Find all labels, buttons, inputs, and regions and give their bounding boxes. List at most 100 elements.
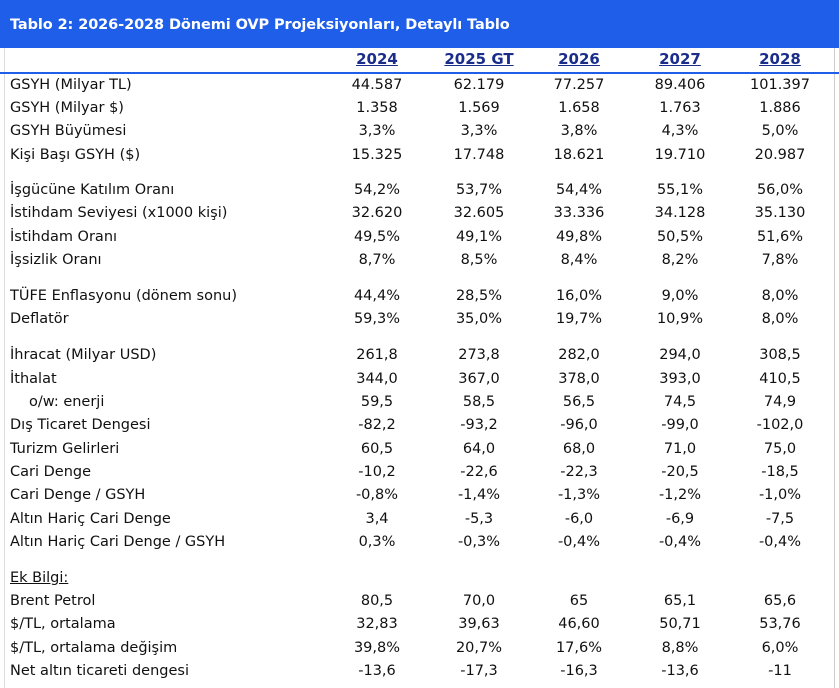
table-cell: -1,0% <box>758 487 802 503</box>
table-cell: 49,5% <box>353 229 401 245</box>
column-header-2027: 2027 <box>659 50 701 68</box>
table-cell: 64,0 <box>462 441 496 457</box>
table-cell: 15.325 <box>351 147 403 163</box>
table-row: Ek Bilgi: <box>0 567 839 589</box>
table-cell: -17,3 <box>460 663 498 679</box>
table-cell: 74,5 <box>663 394 697 410</box>
row-label: Dış Ticaret Dengesi <box>10 417 151 433</box>
table-row: İşsizlik Oranı 8,7% 8,5% 8,4% 8,2% 7,8% <box>0 249 839 271</box>
table-cell: 261,8 <box>356 347 398 363</box>
row-label: Ek Bilgi: <box>10 570 69 586</box>
table-cell: -1,3% <box>557 487 601 503</box>
table-cell: 3,8% <box>560 123 598 139</box>
table-cell: -6,0 <box>564 511 594 527</box>
table-cell: -13,6 <box>358 663 396 679</box>
table-cell: 294,0 <box>659 347 701 363</box>
table-cell: 410,5 <box>759 371 801 387</box>
table-row: İstihdam Seviyesi (x1000 kişi) 32.620 32.6… <box>0 202 839 224</box>
row-label: Cari Denge <box>10 464 92 480</box>
row-label: GSYH Büyümesi <box>10 123 127 139</box>
table-cell: 8,4% <box>560 252 598 268</box>
table-cell: 20.987 <box>754 147 806 163</box>
column-header-2025gt: 2025 GT <box>444 50 514 68</box>
table-cell: -93,2 <box>460 417 498 433</box>
column-header-2024: 2024 <box>356 50 398 68</box>
table-cell: 50,5% <box>656 229 704 245</box>
table-row: GSYH Büyümesi 3,3% 3,3% 3,8% 4,3% 5,0% <box>0 120 839 142</box>
table-cell: 8,0% <box>761 288 799 304</box>
table-cell: 39,63 <box>458 616 500 632</box>
table-row: Altın Hariç Cari Denge 3,4 -5,3 -6,0 -6,9 -7,… <box>0 508 839 530</box>
table-cell: 8,2% <box>661 252 699 268</box>
table-cell: 4,3% <box>661 123 699 139</box>
table-row: $/TL, ortalama değişim 39,8% 20,7% 17,6% 8,8… <box>0 637 839 659</box>
table-cell: 8,8% <box>661 640 699 656</box>
table-cell: 49,8% <box>555 229 603 245</box>
table-cell: 44,4% <box>353 288 401 304</box>
table-cell: -82,2 <box>358 417 396 433</box>
table-cell: -5,3 <box>464 511 494 527</box>
table-cell: 3,4 <box>365 511 389 527</box>
row-label: Deflatör <box>10 311 69 327</box>
table-cell: -20,5 <box>661 464 699 480</box>
table-cell: 8,0% <box>761 311 799 327</box>
table-cell: 58,5 <box>462 394 496 410</box>
row-label: Brent Petrol <box>10 593 96 609</box>
row-label: Cari Denge / GSYH <box>10 487 146 503</box>
table-row: GSYH (Milyar TL) 44.587 62.179 77.257 89.406… <box>0 74 839 96</box>
table-cell: 46,60 <box>558 616 600 632</box>
table-row: İşgücüne Katılım Oranı 54,2% 53,7% 54,4% 55,… <box>0 179 839 201</box>
table-cell: 56,5 <box>562 394 596 410</box>
table-cell: 393,0 <box>659 371 701 387</box>
table-cell: 80,5 <box>360 593 394 609</box>
table-cell: 344,0 <box>356 371 398 387</box>
table-cell: 1.569 <box>458 100 500 116</box>
table-cell: -102,0 <box>756 417 804 433</box>
table-cell: 1.763 <box>659 100 701 116</box>
row-label: TÜFE Enflasyonu (dönem sonu) <box>10 288 237 304</box>
table-row: Kişi Başı GSYH ($) 15.325 17.748 18.621 19.7… <box>0 144 839 166</box>
row-label: İşgücüne Katılım Oranı <box>10 182 175 198</box>
row-label: İşsizlik Oranı <box>10 252 102 268</box>
table-cell: 20,7% <box>455 640 503 656</box>
table-cell: 1.658 <box>558 100 600 116</box>
table-cell: 3,3% <box>358 123 396 139</box>
row-label: Net altın ticareti dengesi <box>10 663 189 679</box>
right-border <box>834 48 835 688</box>
table-cell: 54,4% <box>555 182 603 198</box>
table-cell: 8,5% <box>460 252 498 268</box>
table-row: Net altın ticareti dengesi -13,6 -17,3 -16,… <box>0 660 839 682</box>
row-label: o/w: enerji <box>29 394 105 410</box>
table-cell: 35,0% <box>455 311 503 327</box>
table-cell: 65,1 <box>663 593 697 609</box>
row-label: Altın Hariç Cari Denge / GSYH <box>10 534 226 550</box>
table-cell: 62.179 <box>453 77 505 93</box>
table-cell: 56,0% <box>756 182 804 198</box>
table-cell: -0,8% <box>355 487 399 503</box>
table-cell: 35.130 <box>754 205 806 221</box>
table-cell: -0,3% <box>457 534 501 550</box>
row-label: İstihdam Oranı <box>10 229 118 245</box>
row-label: $/TL, ortalama değişim <box>10 640 178 656</box>
table-cell: 28,5% <box>455 288 503 304</box>
table-cell: -13,6 <box>661 663 699 679</box>
row-label: $/TL, ortalama <box>10 616 116 632</box>
table-cell: -96,0 <box>560 417 598 433</box>
table-cell: 308,5 <box>759 347 801 363</box>
table-cell: 60,5 <box>360 441 394 457</box>
row-label: Kişi Başı GSYH ($) <box>10 147 141 163</box>
table-cell: 74,9 <box>763 394 797 410</box>
table-cell: 0,3% <box>358 534 396 550</box>
table-cell: 367,0 <box>458 371 500 387</box>
table-cell: 54,2% <box>353 182 401 198</box>
table-cell: 32.605 <box>453 205 505 221</box>
table-cell: 18.621 <box>553 147 605 163</box>
table-cell: 282,0 <box>558 347 600 363</box>
table-row: o/w: enerji 59,5 58,5 56,5 74,5 74,9 <box>0 391 839 413</box>
table-row: Brent Petrol 80,5 70,0 65 65,1 65,6 <box>0 590 839 612</box>
table-cell: 59,5 <box>360 394 394 410</box>
left-border <box>4 48 5 688</box>
table-cell: -0,4% <box>758 534 802 550</box>
table-cell: -0,4% <box>658 534 702 550</box>
